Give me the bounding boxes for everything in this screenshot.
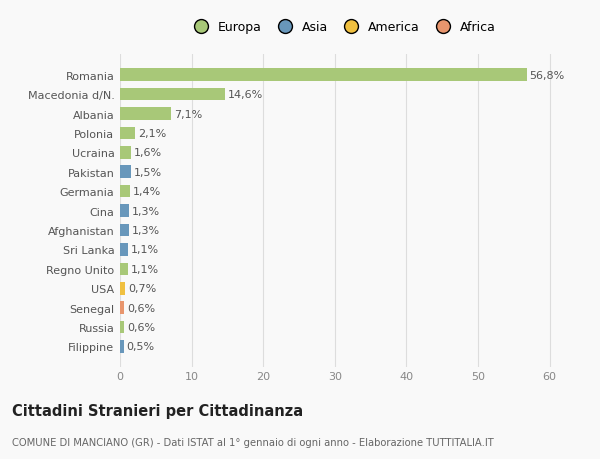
Text: 7,1%: 7,1% bbox=[174, 109, 202, 119]
Bar bbox=[120, 127, 135, 140]
Text: 1,3%: 1,3% bbox=[132, 225, 160, 235]
Text: 14,6%: 14,6% bbox=[227, 90, 263, 100]
Text: 1,6%: 1,6% bbox=[134, 148, 163, 158]
Text: COMUNE DI MANCIANO (GR) - Dati ISTAT al 1° gennaio di ogni anno - Elaborazione T: COMUNE DI MANCIANO (GR) - Dati ISTAT al … bbox=[12, 437, 494, 447]
Bar bbox=[120, 224, 130, 237]
Bar bbox=[120, 341, 124, 353]
Bar bbox=[120, 205, 130, 218]
Legend: Europa, Asia, America, Africa: Europa, Asia, America, Africa bbox=[184, 17, 500, 38]
Text: 0,5%: 0,5% bbox=[127, 342, 155, 352]
Text: 0,6%: 0,6% bbox=[127, 303, 155, 313]
Text: 0,6%: 0,6% bbox=[127, 322, 155, 332]
Bar bbox=[120, 89, 224, 101]
Bar bbox=[120, 108, 171, 121]
Bar bbox=[120, 302, 124, 314]
Bar bbox=[120, 282, 125, 295]
Text: 1,1%: 1,1% bbox=[131, 264, 159, 274]
Text: 0,7%: 0,7% bbox=[128, 284, 156, 294]
Text: 2,1%: 2,1% bbox=[138, 129, 166, 139]
Bar bbox=[120, 166, 131, 179]
Bar bbox=[120, 244, 128, 256]
Text: 1,3%: 1,3% bbox=[132, 206, 160, 216]
Text: Cittadini Stranieri per Cittadinanza: Cittadini Stranieri per Cittadinanza bbox=[12, 403, 303, 419]
Bar bbox=[120, 147, 131, 159]
Bar bbox=[120, 185, 130, 198]
Bar bbox=[120, 69, 527, 82]
Text: 1,5%: 1,5% bbox=[134, 168, 162, 177]
Text: 1,1%: 1,1% bbox=[131, 245, 159, 255]
Bar bbox=[120, 263, 128, 275]
Text: 56,8%: 56,8% bbox=[530, 71, 565, 80]
Bar bbox=[120, 321, 124, 334]
Text: 1,4%: 1,4% bbox=[133, 187, 161, 197]
